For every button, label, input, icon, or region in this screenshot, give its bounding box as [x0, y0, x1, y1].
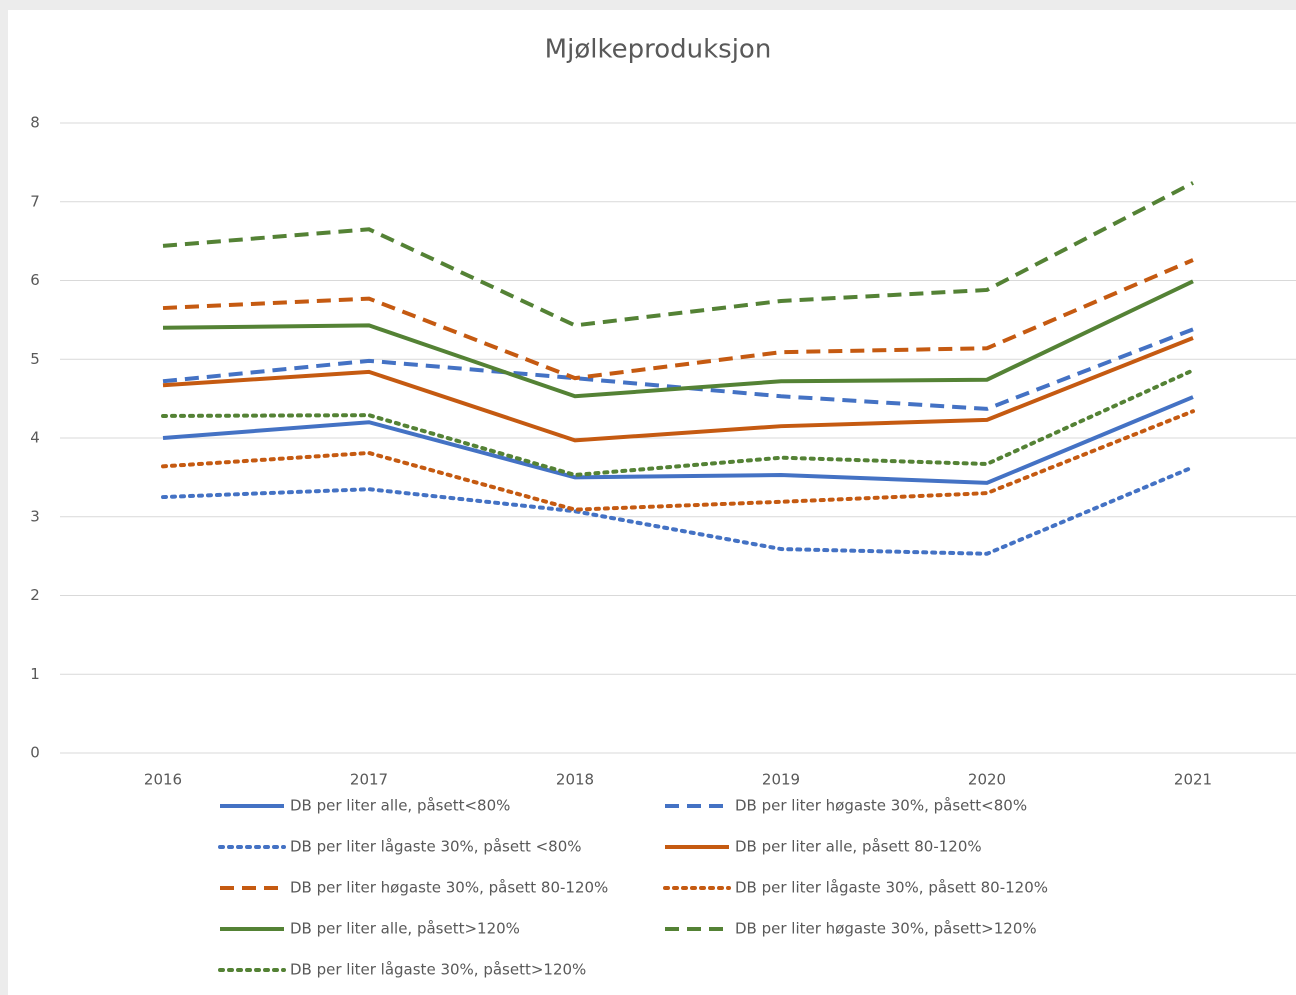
series-line — [162, 336, 1194, 443]
legend-label: DB per liter lågaste 30%, påsett>120% — [290, 961, 586, 979]
legend-label: DB per liter høgaste 30%, påsett 80-120% — [290, 879, 608, 897]
y-tick-label: 2 — [30, 586, 40, 604]
x-tick-label: 2016 — [144, 771, 182, 789]
x-tick-label: 2018 — [556, 771, 594, 789]
y-tick-label: 3 — [30, 507, 40, 525]
x-tick-label: 2020 — [968, 771, 1006, 789]
y-tick-label: 5 — [30, 350, 40, 368]
y-tick-label: 4 — [30, 429, 40, 447]
legend-label: DB per liter høgaste 30%, påsett>120% — [735, 920, 1037, 938]
x-tick-label: 2019 — [762, 771, 800, 789]
chart-title: Mjølkeproduksjon — [545, 35, 772, 65]
series-line — [162, 181, 1194, 328]
legend-label: DB per liter alle, påsett 80-120% — [735, 838, 982, 856]
y-tick-label: 0 — [30, 744, 40, 762]
y-tick-label: 1 — [30, 665, 40, 683]
y-tick-label: 7 — [30, 192, 40, 210]
series-line — [161, 465, 1195, 556]
legend-label: DB per liter alle, påsett<80% — [290, 797, 510, 815]
legend-label: DB per liter lågaste 30%, påsett <80% — [290, 838, 582, 856]
series-line — [161, 409, 1195, 512]
legend-label: DB per liter høgaste 30%, påsett<80% — [735, 797, 1027, 815]
x-tick-label: 2021 — [1174, 771, 1212, 789]
y-tick-label: 6 — [30, 271, 40, 289]
legend-label: DB per liter alle, påsett>120% — [290, 920, 520, 938]
series-line — [162, 258, 1194, 381]
legend-label: DB per liter lågaste 30%, påsett 80-120% — [735, 879, 1048, 897]
series-line — [162, 395, 1194, 485]
x-tick-label: 2017 — [350, 771, 388, 789]
series-line — [162, 279, 1194, 399]
chart-area — [8, 10, 1296, 995]
y-tick-label: 8 — [30, 114, 40, 132]
series-line — [161, 368, 1195, 478]
